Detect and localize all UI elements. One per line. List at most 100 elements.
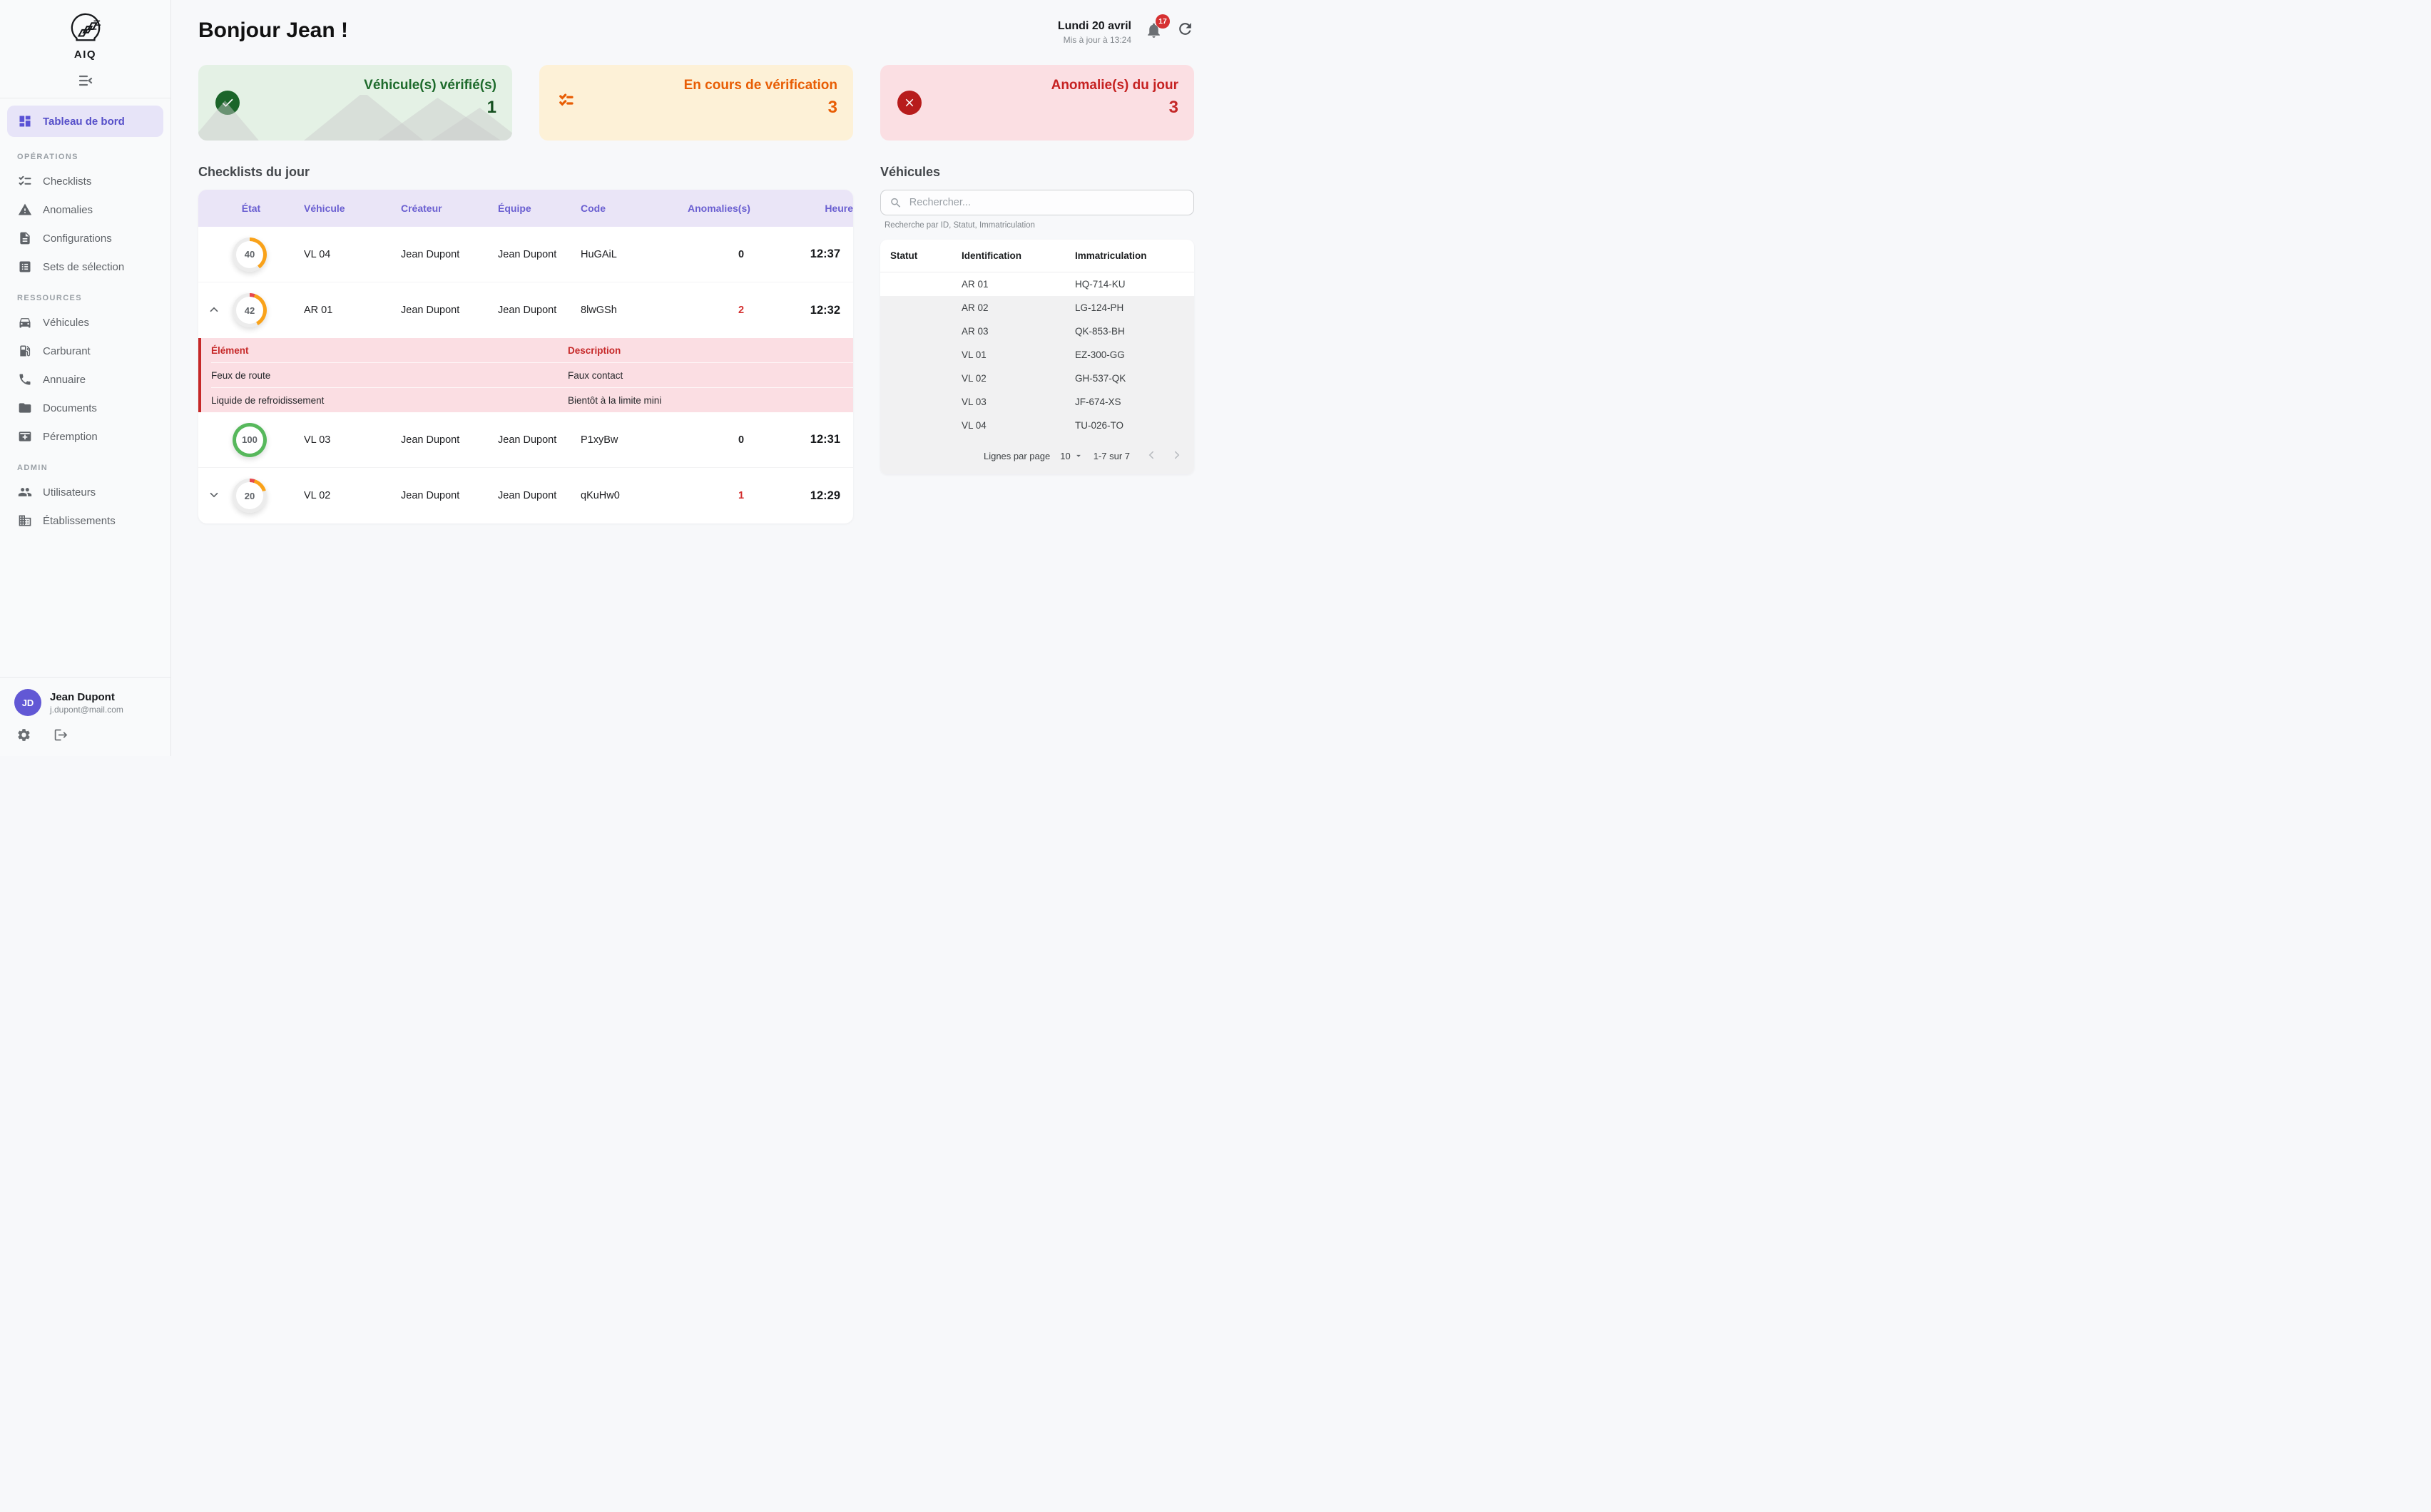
sidebar-item-label: Péremption xyxy=(43,431,98,443)
creator-cell: Jean Dupont xyxy=(401,490,498,501)
sidebar-item-label: Configurations xyxy=(43,233,112,245)
column-header-equipe: Équipe xyxy=(498,203,581,214)
sidebar-item-label: Checklists xyxy=(43,175,91,188)
detail-description: Faux contact xyxy=(568,370,853,381)
detail-column-element: Élément xyxy=(211,345,568,356)
avatar: JD xyxy=(14,689,41,716)
current-date: Lundi 20 avril xyxy=(1058,20,1131,33)
gear-icon xyxy=(16,727,31,742)
vehicle-row[interactable]: AR 03 QK-853-BH xyxy=(880,320,1194,343)
sidebar-item-documents[interactable]: Documents xyxy=(0,394,170,422)
column-header-code: Code xyxy=(581,203,688,214)
sidebar-section-ressources: RESSOURCES xyxy=(17,294,170,302)
chevron-down-icon xyxy=(208,489,220,501)
vehicle-row[interactable]: AR 02 LG-124-PH xyxy=(880,296,1194,320)
previous-page-button[interactable] xyxy=(1144,449,1158,463)
chevron-left-icon xyxy=(1145,449,1158,461)
user-email: j.dupont@mail.com xyxy=(50,705,123,715)
logout-button[interactable] xyxy=(53,727,68,743)
card-vehicles-verified: Véhicule(s) vérifié(s) 1 xyxy=(198,65,512,141)
sidebar-item-label: Véhicules xyxy=(43,317,89,329)
sidebar-item-dashboard[interactable]: Tableau de bord xyxy=(7,106,163,137)
team-cell: Jean Dupont xyxy=(498,434,581,446)
sidebar-section-admin: ADMIN xyxy=(17,464,170,472)
search-input[interactable] xyxy=(909,197,1185,208)
column-header-statut: Statut xyxy=(880,250,946,261)
next-page-button[interactable] xyxy=(1170,449,1184,463)
column-header-vehicule: Véhicule xyxy=(304,203,401,214)
sidebar-item-annuaire[interactable]: Annuaire xyxy=(0,365,170,394)
vehicle-row[interactable]: VL 04 TU-026-TO xyxy=(880,414,1194,437)
checklist-row: 40 VL 04 Jean Dupont Jean Dupont HuGAiL … xyxy=(198,227,853,282)
list-box-icon xyxy=(17,259,33,275)
sidebar-item-checklists[interactable]: Checklists xyxy=(0,167,170,195)
vehicle-row[interactable]: VL 03 JF-674-XS xyxy=(880,390,1194,414)
dashboard-icon xyxy=(17,113,33,129)
sidebar-item-utilisateurs[interactable]: Utilisateurs xyxy=(0,478,170,506)
checklist-row: 100 VL 03 Jean Dupont Jean Dupont P1xyBw… xyxy=(198,412,853,468)
sidebar-item-selection-sets[interactable]: Sets de sélection xyxy=(0,252,170,281)
creator-cell: Jean Dupont xyxy=(401,434,498,446)
team-cell: Jean Dupont xyxy=(498,305,581,316)
menu-collapse-icon xyxy=(77,72,94,89)
vehicle-row[interactable]: VL 02 GH-537-QK xyxy=(880,367,1194,390)
sidebar-item-etablissements[interactable]: Établissements xyxy=(0,506,170,535)
rows-per-page-select[interactable]: 10 xyxy=(1060,451,1083,461)
card-label: En cours de vérification xyxy=(684,78,837,93)
progress-ring: 100 xyxy=(233,423,267,457)
expiry-box-icon xyxy=(17,429,33,444)
column-header-anomalies: Anomalies(s) xyxy=(688,203,795,214)
sidebar-item-configurations[interactable]: Configurations xyxy=(0,224,170,252)
code-cell: qKuHw0 xyxy=(581,490,688,501)
column-header-identification: Identification xyxy=(946,250,1069,261)
car-icon xyxy=(17,315,33,330)
expand-row-button[interactable] xyxy=(205,487,223,504)
vehicle-id: AR 01 xyxy=(946,279,1069,290)
vehicle-id: VL 02 xyxy=(946,373,1069,384)
creator-cell: Jean Dupont xyxy=(401,249,498,260)
pagination-range: 1-7 sur 7 xyxy=(1094,451,1130,461)
vehicle-row[interactable]: VL 01 EZ-300-GG xyxy=(880,343,1194,367)
sidebar-item-carburant[interactable]: Carburant xyxy=(0,337,170,365)
vehicle-id: VL 04 xyxy=(946,420,1069,431)
anomaly-details-header: Élément Description xyxy=(211,338,853,362)
page-header: Bonjour Jean ! Lundi 20 avril Mis à jour… xyxy=(198,19,1194,45)
sidebar-collapse-button[interactable] xyxy=(77,72,94,89)
column-header-createur: Créateur xyxy=(401,203,498,214)
progress-ring: 42 xyxy=(233,293,267,327)
vehicle-plate: QK-853-BH xyxy=(1069,326,1194,337)
anomaly-detail-row: Feux de route Faux contact xyxy=(211,362,853,387)
vehicles-table-header: Statut Identification Immatriculation xyxy=(880,240,1194,272)
app-name: AIQ xyxy=(0,48,170,61)
search-icon xyxy=(890,196,902,210)
page-title: Bonjour Jean ! xyxy=(198,19,348,43)
sidebar: AIQ Tableau de bord OPÉRATIONS Checklist… xyxy=(0,0,171,756)
sidebar-item-vehicules[interactable]: Véhicules xyxy=(0,308,170,337)
card-label: Véhicule(s) vérifié(s) xyxy=(364,78,496,93)
vehicle-plate: TU-026-TO xyxy=(1069,420,1194,431)
card-value: 3 xyxy=(684,98,837,118)
collapse-row-button[interactable] xyxy=(205,302,223,319)
sidebar-item-label: Sets de sélection xyxy=(43,261,124,273)
warning-icon xyxy=(17,202,33,218)
progress-ring: 40 xyxy=(233,237,267,272)
app-logo: AIQ xyxy=(0,0,170,61)
refresh-icon xyxy=(1176,20,1194,38)
settings-button[interactable] xyxy=(16,727,31,743)
sidebar-item-anomalies[interactable]: Anomalies xyxy=(0,195,170,224)
sidebar-item-peremption[interactable]: Péremption xyxy=(0,422,170,451)
card-anomalies-today: Anomalie(s) du jour 3 xyxy=(880,65,1194,141)
cross-circle-icon xyxy=(897,91,922,115)
column-header-etat: État xyxy=(198,203,304,214)
detail-element: Feux de route xyxy=(211,370,568,381)
anomalies-count: 0 xyxy=(688,434,795,446)
vehicle-row[interactable]: AR 01 HQ-714-KU xyxy=(880,272,1194,296)
checklist-row: 42 AR 01 Jean Dupont Jean Dupont 8lwGSh … xyxy=(198,282,853,338)
refresh-button[interactable] xyxy=(1176,20,1194,39)
vehicle-id: VL 01 xyxy=(946,349,1069,360)
vehicles-title: Véhicules xyxy=(880,165,1194,180)
vehicle-cell: VL 03 xyxy=(304,434,401,446)
checklist-icon xyxy=(17,173,33,189)
vehicle-id: AR 03 xyxy=(946,326,1069,337)
vehicle-plate: LG-124-PH xyxy=(1069,302,1194,313)
